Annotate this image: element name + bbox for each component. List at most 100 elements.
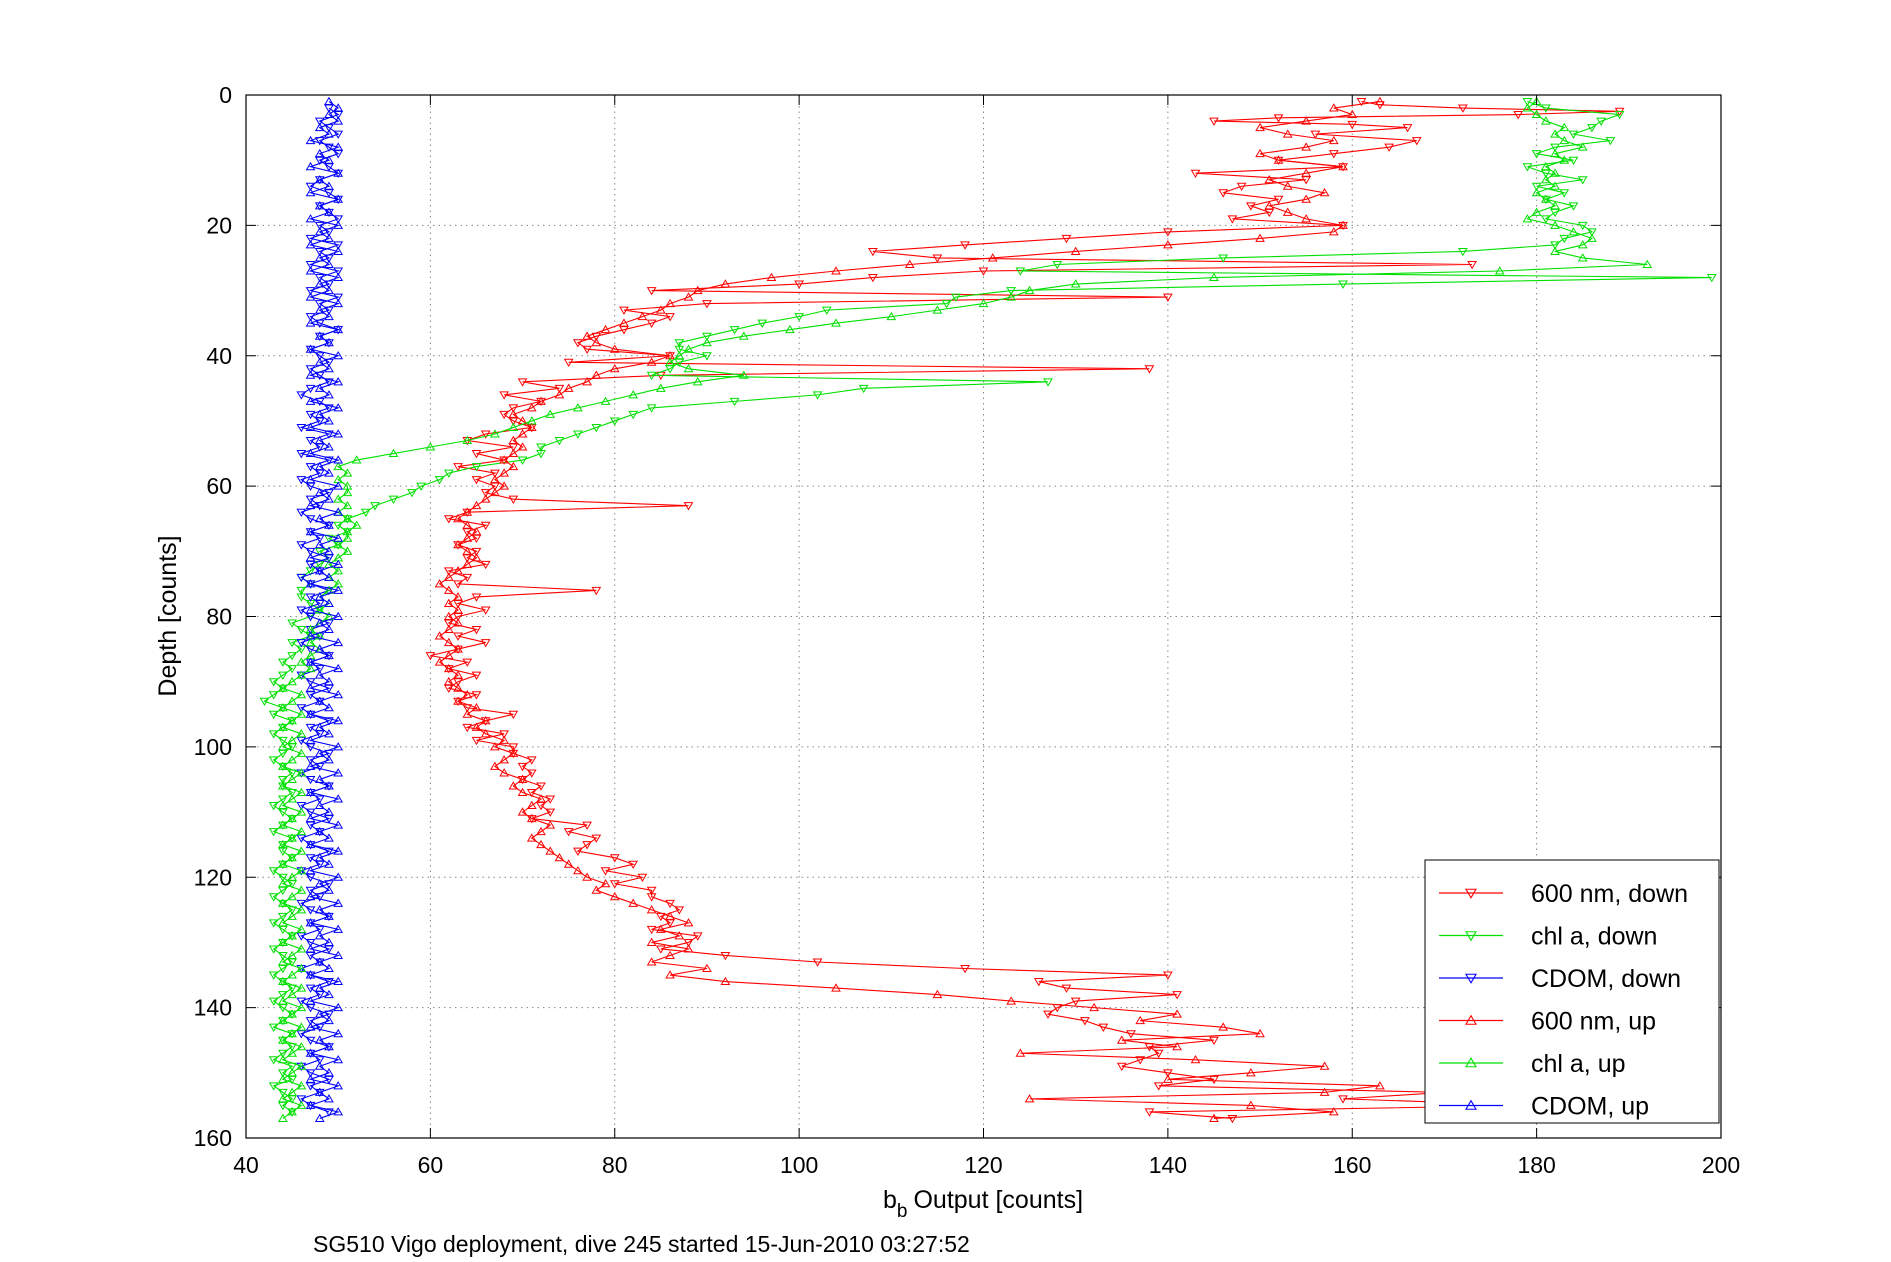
data-point (766, 272, 777, 282)
data-point (305, 865, 316, 875)
data-point (314, 931, 325, 940)
data-point (1375, 1081, 1385, 1090)
data-point (305, 631, 316, 640)
data-point (296, 639, 307, 648)
data-point (517, 787, 528, 797)
data-point (287, 950, 297, 959)
data-point (1135, 1015, 1146, 1025)
data-point (287, 696, 297, 705)
data-point (296, 826, 307, 836)
data-point (646, 893, 657, 902)
data-point (785, 324, 795, 334)
data-point (314, 383, 325, 392)
data-point (296, 476, 307, 485)
data-point (1282, 181, 1293, 190)
data-point (1209, 272, 1219, 282)
data-point (1310, 130, 1321, 139)
data-point (388, 448, 399, 458)
data-point (305, 678, 316, 687)
data-point (471, 593, 482, 602)
data-point (692, 285, 703, 295)
data-point (305, 1036, 316, 1046)
data-point (305, 547, 316, 557)
data-point (296, 865, 307, 875)
data-point (305, 396, 316, 405)
data-point (278, 1088, 288, 1098)
data-point (324, 676, 334, 686)
data-point (296, 885, 307, 894)
data-point (305, 984, 316, 993)
data-point (287, 1028, 297, 1038)
data-point (1550, 143, 1560, 152)
data-point (1328, 103, 1339, 112)
data-point (305, 313, 316, 322)
data-point (1356, 98, 1367, 107)
data-point (471, 500, 482, 510)
data-point (443, 619, 454, 628)
data-point (536, 826, 546, 836)
data-point (508, 461, 519, 471)
data-point (314, 300, 325, 309)
data-point (278, 937, 288, 946)
data-point (674, 345, 685, 355)
data-point (287, 619, 297, 628)
data-point (545, 409, 556, 418)
data-point (324, 807, 334, 816)
data-point (333, 689, 344, 699)
data-point (287, 1107, 297, 1116)
data-point (305, 813, 316, 823)
data-point (1328, 1107, 1339, 1116)
data-point (563, 828, 574, 837)
data-point (333, 377, 344, 386)
data-point (314, 878, 325, 888)
data-point (333, 1081, 344, 1090)
data-point (1033, 978, 1044, 987)
data-point (314, 279, 325, 288)
data-point (554, 852, 565, 862)
data-point (738, 331, 749, 340)
data-point (978, 298, 989, 308)
data-point (324, 717, 334, 726)
data-point (296, 573, 307, 583)
data-point (287, 1048, 297, 1057)
data-point (287, 774, 297, 783)
data-point (314, 1087, 325, 1096)
data-point (305, 735, 316, 744)
x-tick-label: 140 (1149, 1152, 1187, 1178)
data-point (794, 280, 804, 289)
data-point (278, 761, 288, 770)
axis-ticks: 40 60 80 100 120 140 160 180 200 0 20 40 60 80 100 120 1… (194, 82, 1741, 1178)
data-point (1402, 124, 1413, 133)
data-point (1540, 161, 1551, 171)
data-point (296, 983, 307, 992)
data-point (1375, 96, 1385, 106)
data-point (526, 789, 537, 798)
data-point (1163, 228, 1173, 237)
data-point (1163, 1069, 1173, 1078)
data-point (453, 618, 463, 627)
data-point (1006, 292, 1017, 301)
data-point (1144, 1108, 1155, 1117)
data-point (1540, 194, 1551, 203)
data-point (278, 912, 288, 922)
x-tick-label: 80 (602, 1152, 628, 1178)
data-point (1135, 1056, 1146, 1065)
data-point (443, 567, 454, 576)
data-point (1061, 234, 1072, 244)
data-point (453, 683, 463, 692)
data-point (278, 1094, 288, 1103)
data-point (360, 508, 371, 517)
data-point (536, 794, 546, 803)
data-point (278, 951, 288, 961)
data-point (1070, 997, 1081, 1006)
data-point (443, 663, 454, 673)
data-point (333, 976, 344, 986)
data-point (333, 272, 344, 282)
data-point (1568, 227, 1579, 236)
data-point (499, 481, 509, 490)
data-point (278, 658, 288, 667)
data-point (342, 546, 353, 555)
data-point (471, 534, 482, 544)
data-point (1070, 246, 1081, 255)
